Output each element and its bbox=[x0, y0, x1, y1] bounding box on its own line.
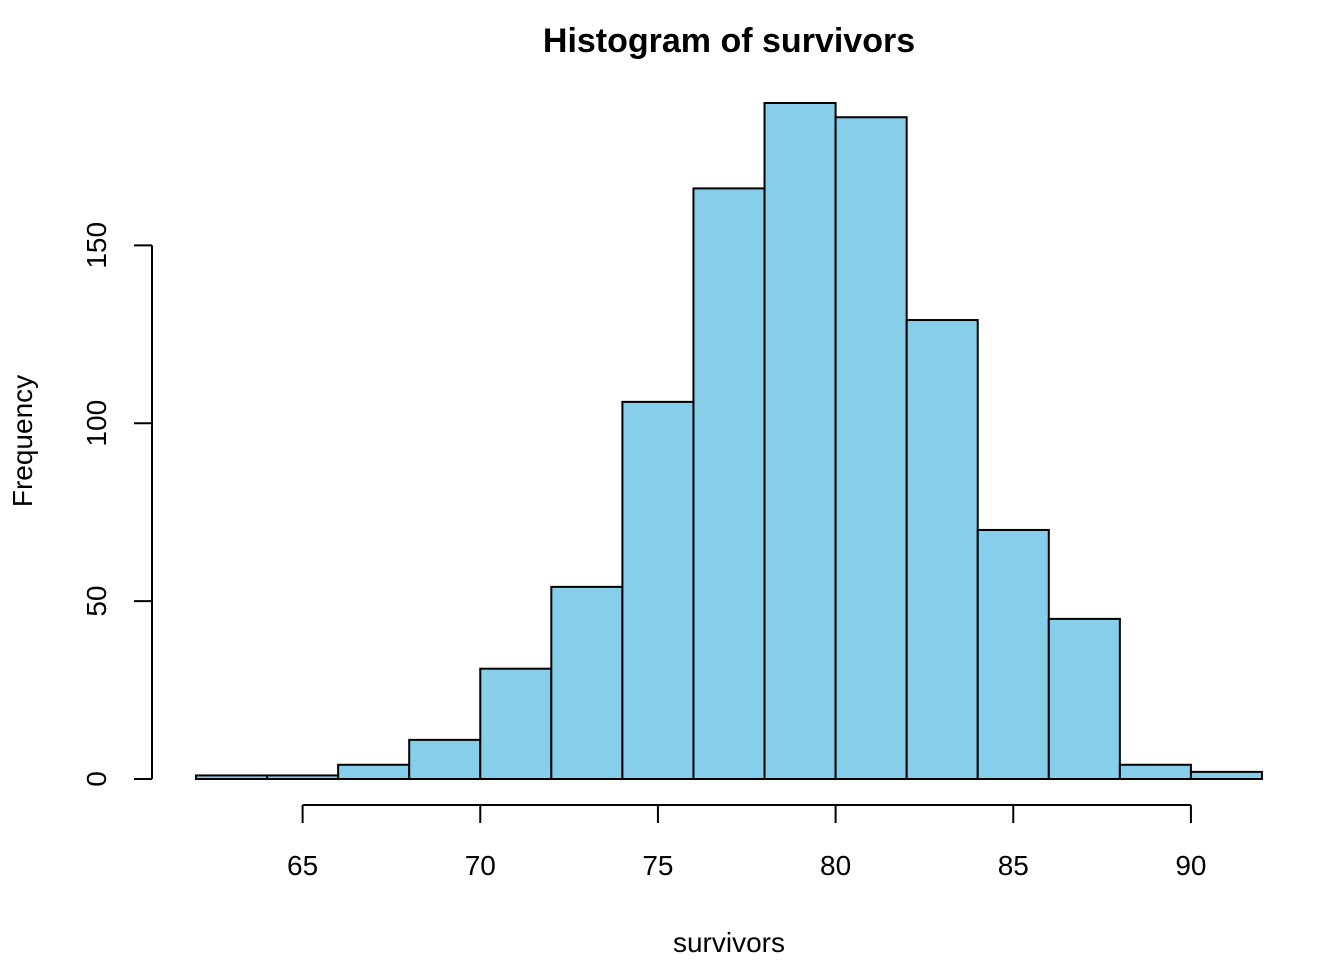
histogram-bar-4 bbox=[479, 667, 553, 780]
bars-group bbox=[195, 102, 1264, 781]
histogram-bar-11 bbox=[976, 528, 1050, 781]
x-tick-label-5: 90 bbox=[1175, 850, 1206, 881]
histogram-bar-10 bbox=[905, 319, 979, 780]
x-tick-label-4: 85 bbox=[998, 850, 1029, 881]
histogram-bar-1 bbox=[266, 774, 340, 780]
y-axis: 0 50 100 150 bbox=[81, 222, 153, 787]
x-tick-label-0: 65 bbox=[287, 850, 318, 881]
y-tick-label-0: 0 bbox=[81, 771, 112, 787]
histogram-bar-5 bbox=[550, 585, 624, 780]
x-axis: 65 70 75 80 85 90 bbox=[287, 804, 1207, 881]
y-tick-label-2: 100 bbox=[81, 400, 112, 447]
x-axis-label: survivors bbox=[673, 927, 785, 958]
chart-title: Histogram of survivors bbox=[543, 22, 915, 60]
y-axis-label: Frequency bbox=[7, 375, 38, 507]
histogram-bar-2 bbox=[337, 763, 411, 781]
y-tick-label-3: 150 bbox=[81, 222, 112, 269]
histogram-bar-12 bbox=[1047, 617, 1121, 780]
histogram-bar-3 bbox=[408, 738, 482, 780]
histogram-bar-0 bbox=[195, 774, 269, 780]
x-tick-label-2: 75 bbox=[642, 850, 673, 881]
x-tick-label-1: 70 bbox=[465, 850, 496, 881]
histogram-bar-13 bbox=[1118, 763, 1192, 781]
histogram-bar-14 bbox=[1189, 770, 1264, 781]
histogram-bar-8 bbox=[763, 102, 837, 780]
x-tick-label-3: 80 bbox=[820, 850, 851, 881]
histogram-bar-7 bbox=[692, 187, 766, 781]
y-tick-label-1: 50 bbox=[81, 586, 112, 617]
histogram-bar-9 bbox=[834, 116, 908, 781]
histogram-bar-6 bbox=[621, 400, 695, 780]
